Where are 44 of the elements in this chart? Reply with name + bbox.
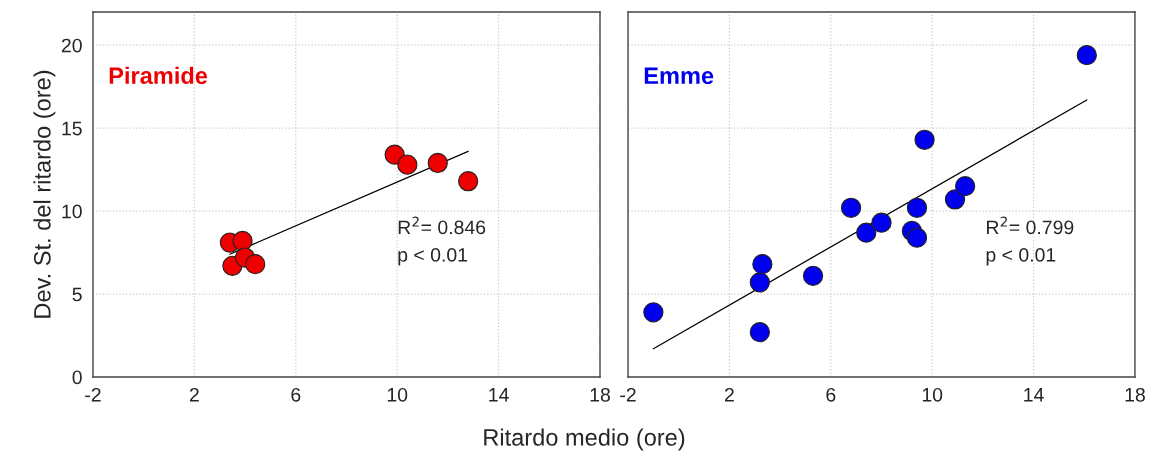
point: [232, 230, 253, 252]
point: [914, 129, 935, 150]
point: [458, 171, 479, 192]
x-tick-label: 6: [826, 387, 836, 402]
x-tick-label: 14: [1024, 388, 1044, 402]
point: [749, 272, 770, 293]
point: [802, 265, 824, 286]
x-tick-label: 18: [590, 387, 610, 402]
point: [427, 152, 448, 174]
point: [397, 154, 418, 175]
point: [944, 189, 966, 210]
annotation: R$^{2}$= 0.846: [398, 216, 486, 235]
text: Emme: [644, 67, 714, 85]
y-axis-title: Dev. St. del ritardo (ore): [33, 70, 56, 318]
x-tick-label: 14: [489, 388, 509, 402]
y-tick-label: 5: [72, 287, 82, 302]
y-tick-label: 0: [72, 370, 82, 385]
x-axis-title: Ritardo medio (ore): [484, 428, 685, 451]
y-tick-label: 10: [62, 204, 82, 219]
point: [871, 212, 892, 233]
point: [906, 197, 928, 218]
x-tick-label: 10: [387, 387, 408, 402]
point: [856, 222, 877, 243]
point: [749, 322, 770, 343]
y-tick-label: 20: [61, 38, 82, 53]
point: [752, 254, 773, 275]
x-tick-label: 6: [291, 387, 301, 402]
x-tick-label: 2: [724, 387, 734, 402]
annotation: p < 0.01: [398, 248, 468, 266]
x-tick-label: 2: [189, 387, 199, 402]
annotation: p < 0.01: [986, 248, 1056, 266]
point: [955, 176, 976, 197]
point: [245, 254, 266, 275]
annotation: R$^{2}$= 0.799: [987, 216, 1074, 235]
point: [643, 302, 664, 323]
x-tick-label: 18: [1125, 387, 1145, 402]
point: [1076, 45, 1097, 66]
point: [840, 197, 862, 218]
text: Piramide: [109, 66, 208, 85]
y-tick-label: 15: [62, 121, 82, 136]
x-tick-label: -2: [85, 387, 101, 402]
x-tick-label: 10: [922, 387, 943, 402]
point: [906, 227, 928, 248]
x-tick-label: -2: [620, 387, 636, 402]
